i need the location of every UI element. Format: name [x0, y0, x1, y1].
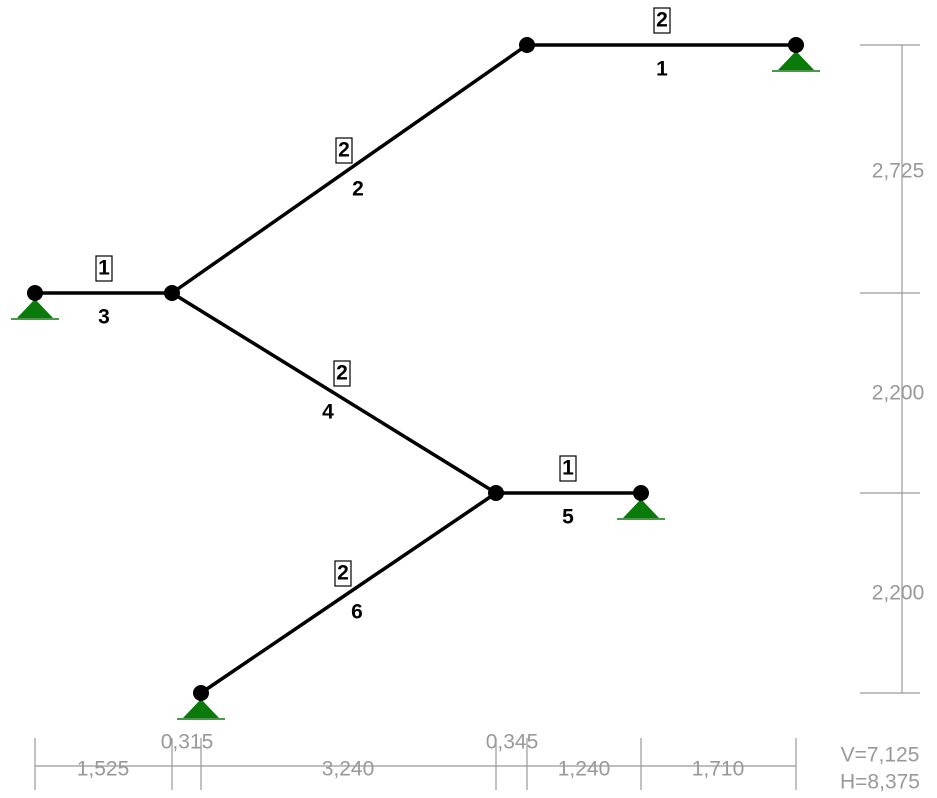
node — [27, 285, 43, 301]
node — [193, 685, 209, 701]
vertical-dimension: 2,725 2,200 2,200 — [860, 44, 925, 694]
section-box — [335, 137, 353, 164]
horizontal-dimension: 1,525 0,315 3,240 0,345 1,240 1,710 — [34, 731, 797, 790]
node — [519, 37, 535, 53]
dimension-label: 1,240 — [558, 758, 611, 781]
member-number: 6 — [351, 601, 363, 624]
member-number: 5 — [562, 506, 574, 529]
support — [778, 51, 814, 70]
support — [17, 299, 53, 318]
member — [170, 43, 529, 295]
dimension-label: 3,240 — [322, 758, 375, 781]
section-label: 2 — [336, 362, 348, 385]
dimension-label: 1,525 — [77, 758, 130, 781]
member-number: 4 — [322, 401, 334, 424]
support — [623, 499, 659, 518]
dimension-label: 2,725 — [872, 160, 925, 183]
section-label: 2 — [338, 139, 350, 162]
node — [164, 285, 180, 301]
member-labels: 2 1 2 2 1 3 2 4 1 5 2 6 — [95, 7, 671, 624]
section-box — [653, 7, 671, 34]
node — [788, 37, 804, 53]
dimension-label: 2,200 — [872, 382, 925, 405]
member-number: 3 — [98, 306, 110, 329]
member — [171, 291, 497, 495]
section-box — [334, 560, 352, 587]
support — [183, 699, 219, 718]
node — [633, 485, 649, 501]
section-label: 2 — [656, 9, 668, 32]
section-box — [333, 360, 351, 387]
section-label: 1 — [562, 457, 574, 480]
member-number: 1 — [656, 58, 668, 81]
total-vertical: V=7,125 — [841, 744, 920, 767]
member-number: 2 — [352, 178, 364, 201]
supports — [11, 51, 820, 720]
section-box — [559, 455, 577, 482]
total-horizontal: H=8,375 — [840, 771, 920, 794]
dimension-label: 0,315 — [161, 731, 214, 754]
member — [200, 491, 497, 695]
dimension-label: 2,200 — [872, 582, 925, 605]
nodes — [27, 37, 804, 701]
node — [488, 485, 504, 501]
dimension-label: 1,710 — [692, 758, 745, 781]
section-label: 2 — [337, 562, 349, 585]
section-label: 1 — [98, 257, 110, 280]
dimension-label: 0,345 — [486, 731, 539, 754]
members — [35, 43, 796, 695]
section-box — [95, 255, 113, 282]
